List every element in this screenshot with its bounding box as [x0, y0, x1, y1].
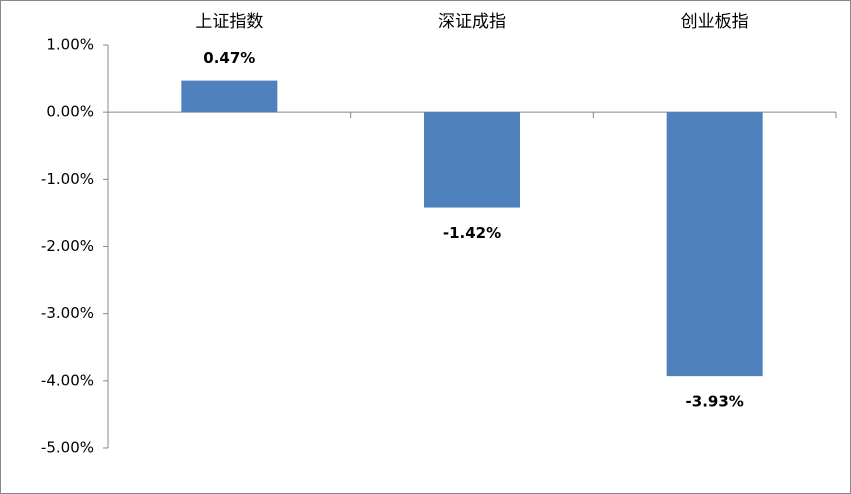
y-tick-label: -2.00%: [41, 237, 94, 255]
value-label: -3.93%: [686, 393, 744, 411]
y-tick-label: -1.00%: [41, 170, 94, 188]
y-tick-label: 1.00%: [46, 36, 94, 54]
bar: [181, 80, 278, 113]
bar: [666, 112, 763, 377]
y-tick-label: 0.00%: [46, 103, 94, 121]
y-tick-label: -3.00%: [41, 304, 94, 322]
x-tick-label: 深证成指: [438, 12, 506, 32]
x-tick-label: 上证指数: [195, 12, 263, 32]
y-tick-label: -5.00%: [41, 439, 94, 457]
bar: [424, 112, 520, 208]
x-tick-label: 创业板指: [681, 12, 749, 32]
value-label: 0.47%: [203, 49, 255, 67]
value-label: -1.42%: [443, 224, 501, 242]
y-tick-label: -4.00%: [41, 371, 94, 389]
